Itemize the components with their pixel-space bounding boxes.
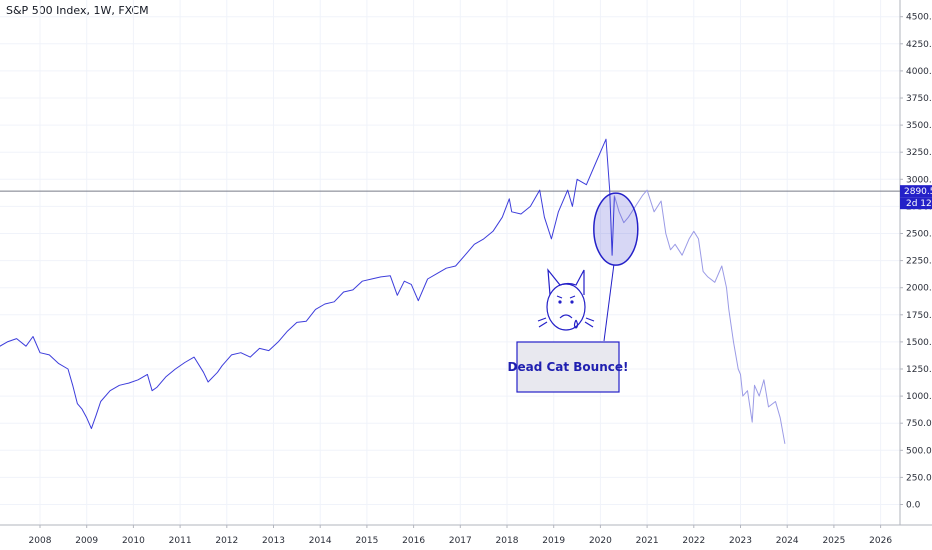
y-tick-label: 1250.0 [906,365,932,375]
y-tick-label: 3250.0 [906,148,932,158]
x-tick-label: 2009 [75,536,98,546]
countdown-tag [900,197,932,210]
sad-cat-icon [537,268,595,331]
x-tick-label: 2011 [169,536,192,546]
x-tick-label: 2016 [402,536,425,546]
countdown-value: 2d 12h [906,199,932,209]
callout-connector [603,265,615,342]
x-tick-label: 2023 [729,536,752,546]
x-tick-label: 2018 [496,536,519,546]
x-tick-label: 2020 [589,536,612,546]
x-tick-label: 2019 [542,536,565,546]
x-tick-label: 2024 [776,536,799,546]
callout-box[interactable] [516,341,620,393]
x-tick-label: 2022 [682,536,705,546]
x-tick-label: 2012 [215,536,238,546]
y-tick-label: 1500.0 [906,338,932,348]
y-tick-label: 3000.0 [906,175,932,185]
y-tick-label: 4000.0 [906,67,932,77]
y-tick-label: 2500.0 [906,230,932,240]
y-tick-label: 4500.0 [906,13,932,23]
y-tick-label: 750.0 [906,419,932,429]
y-tick-label: 4250.0 [906,40,932,50]
x-tick-label: 2008 [29,536,52,546]
y-tick-label: 0.0 [906,501,921,511]
y-tick-label: 3500.0 [906,121,932,131]
x-tick-label: 2025 [822,536,845,546]
y-tick-label: 500.0 [906,446,932,456]
x-tick-label: 2015 [355,536,378,546]
price-tag-value: 2890.5 [904,187,932,197]
y-tick-label: 2000.0 [906,284,932,294]
chart-title: S&P 500 Index, 1W, FXCM [6,4,149,17]
x-tick-label: 2014 [309,536,332,546]
x-tick-label: 2021 [636,536,659,546]
highlight-circle[interactable] [593,192,639,266]
x-tick-label: 2010 [122,536,145,546]
y-tick-label: 250.0 [906,473,932,483]
price-series-line[interactable] [0,138,615,430]
y-tick-label: 2250.0 [906,257,932,267]
x-tick-label: 2026 [869,536,892,546]
callout-text: Dead Cat Bounce! [508,360,629,374]
y-tick-label: 3750.0 [906,94,932,104]
y-tick-label: 1750.0 [906,311,932,321]
price-tag [900,185,932,198]
x-tick-label: 2013 [262,536,285,546]
projection-series-line[interactable] [613,189,786,444]
y-tick-label: 1000.0 [906,392,932,402]
x-tick-label: 2017 [449,536,472,546]
